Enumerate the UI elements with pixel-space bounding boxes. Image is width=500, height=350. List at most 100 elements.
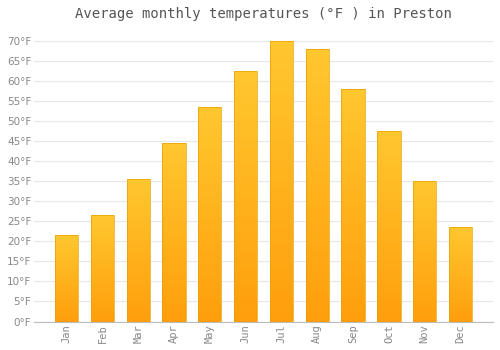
Bar [270, 274, 293, 276]
Bar [270, 246, 293, 248]
Bar [306, 117, 329, 120]
Bar [306, 308, 329, 311]
Bar [126, 246, 150, 247]
Bar [306, 163, 329, 166]
Bar [378, 166, 400, 167]
Bar [55, 238, 78, 239]
Bar [162, 220, 186, 222]
Bar [126, 266, 150, 267]
Bar [413, 309, 436, 310]
Bar [91, 274, 114, 275]
Bar [126, 220, 150, 222]
Bar [270, 206, 293, 209]
Bar [126, 238, 150, 239]
Bar [378, 320, 400, 322]
Bar [162, 289, 186, 291]
Bar [342, 291, 365, 294]
Bar [55, 261, 78, 262]
Bar [270, 254, 293, 257]
Bar [234, 129, 258, 131]
Bar [270, 220, 293, 223]
Bar [91, 302, 114, 303]
Bar [162, 254, 186, 256]
Bar [449, 285, 472, 286]
Bar [126, 181, 150, 182]
Bar [198, 172, 222, 174]
Bar [162, 172, 186, 174]
Bar [270, 120, 293, 122]
Bar [198, 210, 222, 212]
Bar [378, 284, 400, 285]
Bar [126, 270, 150, 272]
Bar [342, 173, 365, 175]
Bar [306, 316, 329, 319]
Bar [126, 226, 150, 228]
Bar [270, 187, 293, 190]
Bar [162, 206, 186, 208]
Bar [162, 197, 186, 198]
Bar [234, 204, 258, 206]
Bar [449, 303, 472, 304]
Bar [198, 236, 222, 238]
Bar [449, 278, 472, 279]
Bar [126, 233, 150, 235]
Bar [234, 301, 258, 304]
Bar [91, 283, 114, 284]
Bar [55, 304, 78, 305]
Bar [198, 195, 222, 197]
Bar [449, 283, 472, 284]
Bar [55, 292, 78, 293]
Bar [342, 301, 365, 303]
Bar [55, 285, 78, 286]
Bar [126, 319, 150, 320]
Bar [234, 224, 258, 226]
Bar [413, 310, 436, 312]
Bar [198, 266, 222, 268]
Bar [378, 270, 400, 272]
Bar [198, 163, 222, 165]
Bar [162, 238, 186, 239]
Bar [234, 156, 258, 159]
Bar [342, 175, 365, 177]
Bar [270, 285, 293, 288]
Bar [342, 136, 365, 138]
Bar [413, 274, 436, 275]
Bar [306, 286, 329, 289]
Bar [306, 273, 329, 275]
Bar [162, 211, 186, 213]
Bar [413, 199, 436, 201]
Bar [342, 257, 365, 259]
Bar [270, 282, 293, 285]
Bar [55, 278, 78, 279]
Bar [198, 193, 222, 195]
Bar [55, 236, 78, 237]
Bar [162, 280, 186, 282]
Bar [270, 176, 293, 178]
Bar [378, 306, 400, 308]
Bar [306, 218, 329, 221]
Bar [198, 122, 222, 124]
Bar [162, 156, 186, 158]
Bar [55, 305, 78, 306]
Bar [342, 296, 365, 298]
Bar [378, 173, 400, 175]
Bar [198, 111, 222, 114]
Bar [91, 286, 114, 287]
Bar [270, 153, 293, 156]
Bar [198, 246, 222, 248]
Bar [55, 259, 78, 260]
Bar [234, 312, 258, 314]
Bar [306, 229, 329, 232]
Bar [342, 198, 365, 201]
Bar [126, 292, 150, 293]
Bar [413, 226, 436, 228]
Bar [306, 292, 329, 294]
Bar [55, 277, 78, 278]
Bar [306, 145, 329, 147]
Bar [198, 298, 222, 300]
Bar [306, 174, 329, 177]
Bar [306, 259, 329, 261]
Bar [378, 232, 400, 234]
Bar [91, 278, 114, 279]
Bar [270, 41, 293, 44]
